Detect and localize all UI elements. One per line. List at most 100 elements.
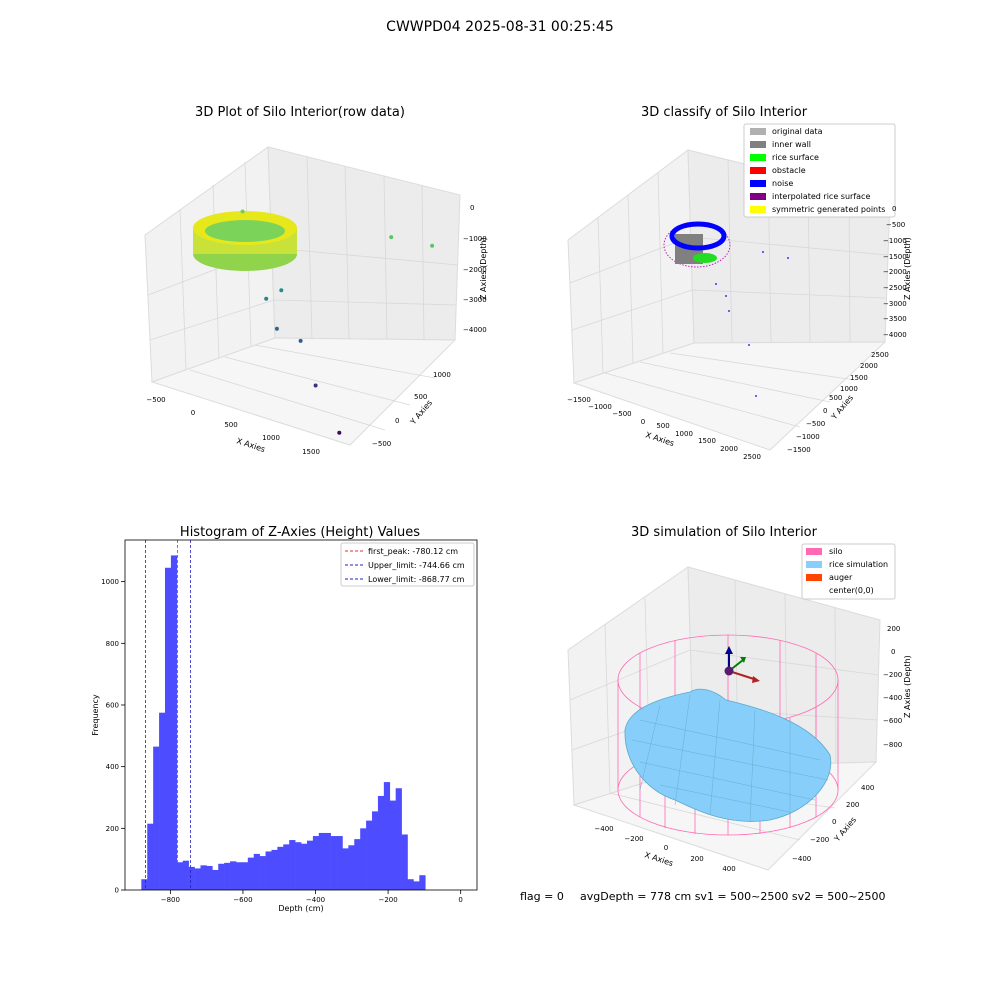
figure-suptitle: CWWPD04 2025-08-31 00:25:45 <box>386 19 614 35</box>
y-axis-label: Frequency <box>91 694 100 736</box>
tick-label: 0 <box>892 205 896 213</box>
scatter-point <box>279 288 284 293</box>
classified-silo <box>663 221 731 268</box>
noise-point <box>715 283 717 285</box>
legend-swatch-inner-wall <box>750 141 766 148</box>
panel-title: 3D classify of Silo Interior <box>641 105 808 120</box>
legend-box <box>801 543 896 600</box>
plot-frame <box>124 539 478 891</box>
tick-label: 1000 <box>840 385 858 393</box>
pane-left <box>567 149 695 384</box>
histogram-bar <box>218 863 225 890</box>
x-ticks: −500 0 500 1000 1500 <box>146 396 320 456</box>
histogram-bar <box>159 712 166 890</box>
tick-label: −600 <box>883 717 902 725</box>
tick-label: −800 <box>883 741 902 749</box>
legend-swatch-noise <box>750 180 766 187</box>
auger-x-arrow-head <box>752 676 760 683</box>
legend-label: center(0,0) <box>829 586 874 595</box>
auger-axes-marker <box>724 646 760 683</box>
pane-floor <box>150 337 457 446</box>
tick-label: 0 <box>641 418 645 426</box>
histogram-bar <box>395 788 402 890</box>
histogram-bar <box>164 567 172 890</box>
rice-mesh <box>631 694 829 823</box>
legend-label: noise <box>772 179 793 188</box>
legend-box <box>743 123 896 218</box>
tick-label: 0 <box>664 844 668 852</box>
tick-label: −3000 <box>463 296 487 304</box>
histogram-bar <box>212 869 219 890</box>
auger-y-arrow-head <box>740 657 746 663</box>
histogram-bar <box>247 857 255 890</box>
classified-outlier-points <box>715 251 789 397</box>
z-axis-label: Z Axies (Depth) <box>479 237 488 300</box>
legend-swatch-rice-simulation <box>806 561 822 568</box>
noise-point <box>748 344 750 346</box>
tick-label: −3500 <box>883 315 907 323</box>
tick-label: −500 <box>372 440 391 448</box>
z-ticks: 0 −500 −1000 −1500 −2000 −2500 −3000 −35… <box>883 205 907 339</box>
histogram-bar <box>354 839 361 890</box>
legend-label: auger <box>829 573 853 582</box>
tick-label: 0 <box>823 407 827 415</box>
tick-label: −400 <box>792 855 811 863</box>
histogram-bar <box>389 800 396 890</box>
scatter-point <box>240 209 245 214</box>
tick-label: 0 <box>458 896 462 904</box>
histogram-bar <box>312 836 320 890</box>
tick-label: −3000 <box>883 300 907 308</box>
histogram-bars <box>141 555 426 890</box>
tick-label: 2000 <box>720 445 738 453</box>
tick-label: 0 <box>832 818 836 826</box>
tick-label: 0 <box>470 204 474 212</box>
legend: silo rice simulation auger center(0,0) <box>801 543 896 600</box>
legend-swatch-symmetric <box>750 206 766 213</box>
pane-floor <box>572 341 887 451</box>
x-ticks: −800 −600 −400 −200 0 <box>161 890 463 904</box>
noise-ring-top <box>669 221 727 251</box>
histogram-bar <box>377 795 385 890</box>
tick-label: −200 <box>883 671 902 679</box>
legend-label: Lower_limit: -868.77 cm <box>368 575 465 584</box>
scatter-point <box>298 338 303 343</box>
histogram-bar <box>289 840 296 890</box>
scatter-point <box>430 243 435 248</box>
histogram-bar <box>306 840 314 890</box>
legend-box <box>340 542 475 587</box>
legend-label: interpolated rice surface <box>772 192 870 201</box>
tick-label: −400 <box>594 825 613 833</box>
histogram-bar <box>324 832 331 890</box>
noise-point <box>787 257 789 259</box>
legend-label: rice surface <box>772 153 819 162</box>
histogram-reference-lines <box>145 540 191 890</box>
histogram-bar <box>241 862 249 890</box>
tick-label: −1500 <box>883 253 907 261</box>
histogram-bar <box>230 861 237 890</box>
histogram-bar <box>342 848 349 890</box>
histogram-bar <box>348 845 355 890</box>
histogram-bar <box>147 823 154 890</box>
footer-stats: avgDepth = 778 cm sv1 = 500~2500 sv2 = 5… <box>580 890 886 903</box>
tick-label: 500 <box>656 422 669 430</box>
legend-label: inner wall <box>772 140 811 149</box>
histogram-bar <box>259 856 266 890</box>
footer-flag: flag = 0 <box>520 890 564 903</box>
tick-label: −2000 <box>463 266 487 274</box>
legend-swatch-rice-surface <box>750 154 766 161</box>
legend-swatch-auger <box>806 574 822 581</box>
histogram-bar <box>277 846 284 890</box>
center-marker <box>724 666 734 676</box>
legend-swatch-silo <box>806 548 822 555</box>
tick-label: 1500 <box>850 374 868 382</box>
legend-label: silo <box>829 547 843 556</box>
tick-label: −2500 <box>883 284 907 292</box>
y-axis-label: Y Axies <box>408 398 434 427</box>
auger-z-arrow-head <box>725 646 733 654</box>
histogram-bar <box>182 860 189 890</box>
axes-3d-box <box>144 146 461 446</box>
ring-hole <box>205 220 285 242</box>
tick-label: −500 <box>806 420 825 428</box>
tick-label: −1000 <box>463 235 487 243</box>
